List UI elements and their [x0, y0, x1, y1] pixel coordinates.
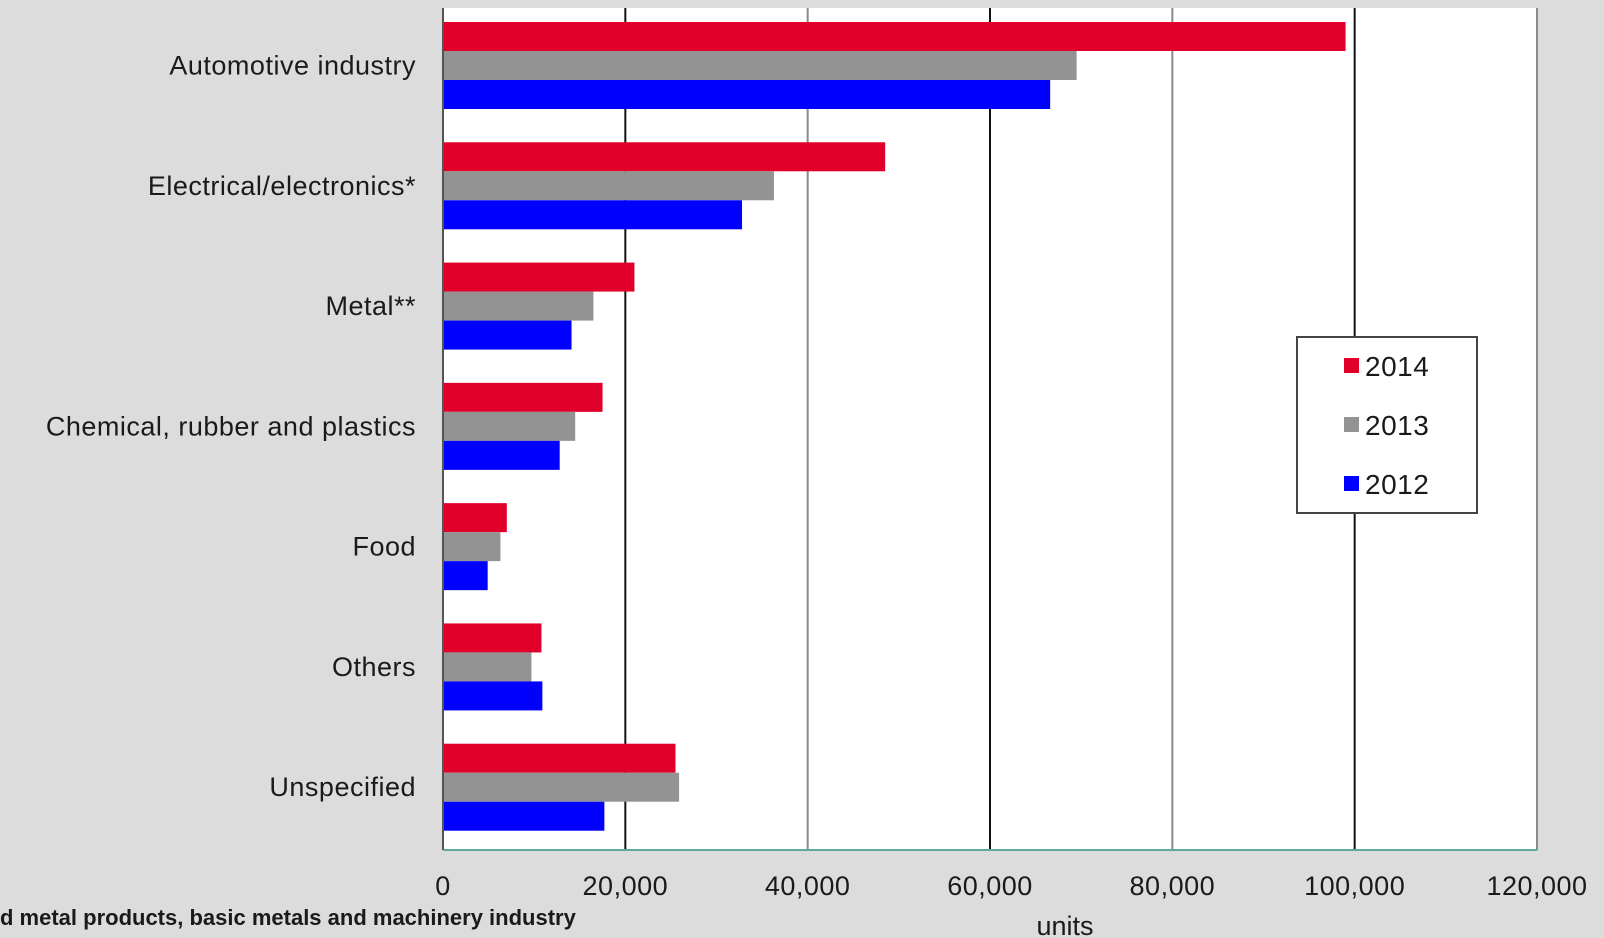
- x-tick-label: 20,000: [583, 871, 669, 901]
- bar-2012: [443, 681, 543, 711]
- x-tick-label: 100,000: [1304, 871, 1405, 901]
- bar-2014: [443, 142, 886, 172]
- bar-2014: [443, 22, 1346, 51]
- bar-2013: [443, 171, 774, 201]
- bar-2013: [443, 291, 594, 321]
- bar-2012: [443, 440, 560, 470]
- legend-label: 2013: [1365, 410, 1429, 441]
- bar-2013: [443, 532, 501, 562]
- category-label: Food: [352, 532, 416, 562]
- x-axis-title: units: [1036, 911, 1093, 938]
- bar-2012: [443, 200, 743, 230]
- x-tick-label: 120,000: [1486, 871, 1587, 901]
- bar-2012: [443, 80, 1051, 109]
- footnote: d metal products, basic metals and machi…: [0, 905, 576, 930]
- bar-2014: [443, 503, 507, 533]
- bar-2013: [443, 772, 680, 802]
- x-tick-label: 0: [435, 871, 451, 901]
- bar-2014: [443, 623, 542, 653]
- category-label: Automotive industry: [169, 51, 416, 81]
- legend-swatch: [1344, 476, 1359, 491]
- bar-2012: [443, 320, 572, 350]
- legend-box: [1296, 336, 1478, 514]
- legend-label: 2012: [1365, 469, 1429, 500]
- legend-swatch: [1344, 358, 1359, 373]
- category-label: Metal**: [325, 291, 416, 321]
- bar-2014: [443, 382, 603, 412]
- category-label: Unspecified: [269, 772, 416, 802]
- x-tick-label: 80,000: [1130, 871, 1216, 901]
- bar-2014: [443, 743, 676, 773]
- category-label: Others: [332, 652, 416, 682]
- x-tick-labels: 0 20,000 40,000 60,000 80,000 100,000 120,000: [435, 871, 1587, 901]
- legend-label: 2014: [1365, 351, 1429, 382]
- bar-2014: [443, 262, 635, 292]
- bar-2012: [443, 561, 488, 591]
- category-label: Electrical/electronics*: [148, 171, 416, 201]
- x-tick-label: 60,000: [947, 871, 1033, 901]
- x-tick-label: 40,000: [765, 871, 851, 901]
- bar-2013: [443, 411, 576, 441]
- legend-swatch: [1344, 417, 1359, 432]
- bar-2012: [443, 801, 605, 831]
- legend: 2014 2013 2012: [1296, 336, 1478, 514]
- category-label: Chemical, rubber and plastics: [46, 411, 416, 441]
- category-labels: Automotive industry Electrical/electronic…: [46, 51, 416, 803]
- bar-2013: [443, 51, 1077, 80]
- bars: [443, 22, 1346, 831]
- bar-2013: [443, 652, 532, 682]
